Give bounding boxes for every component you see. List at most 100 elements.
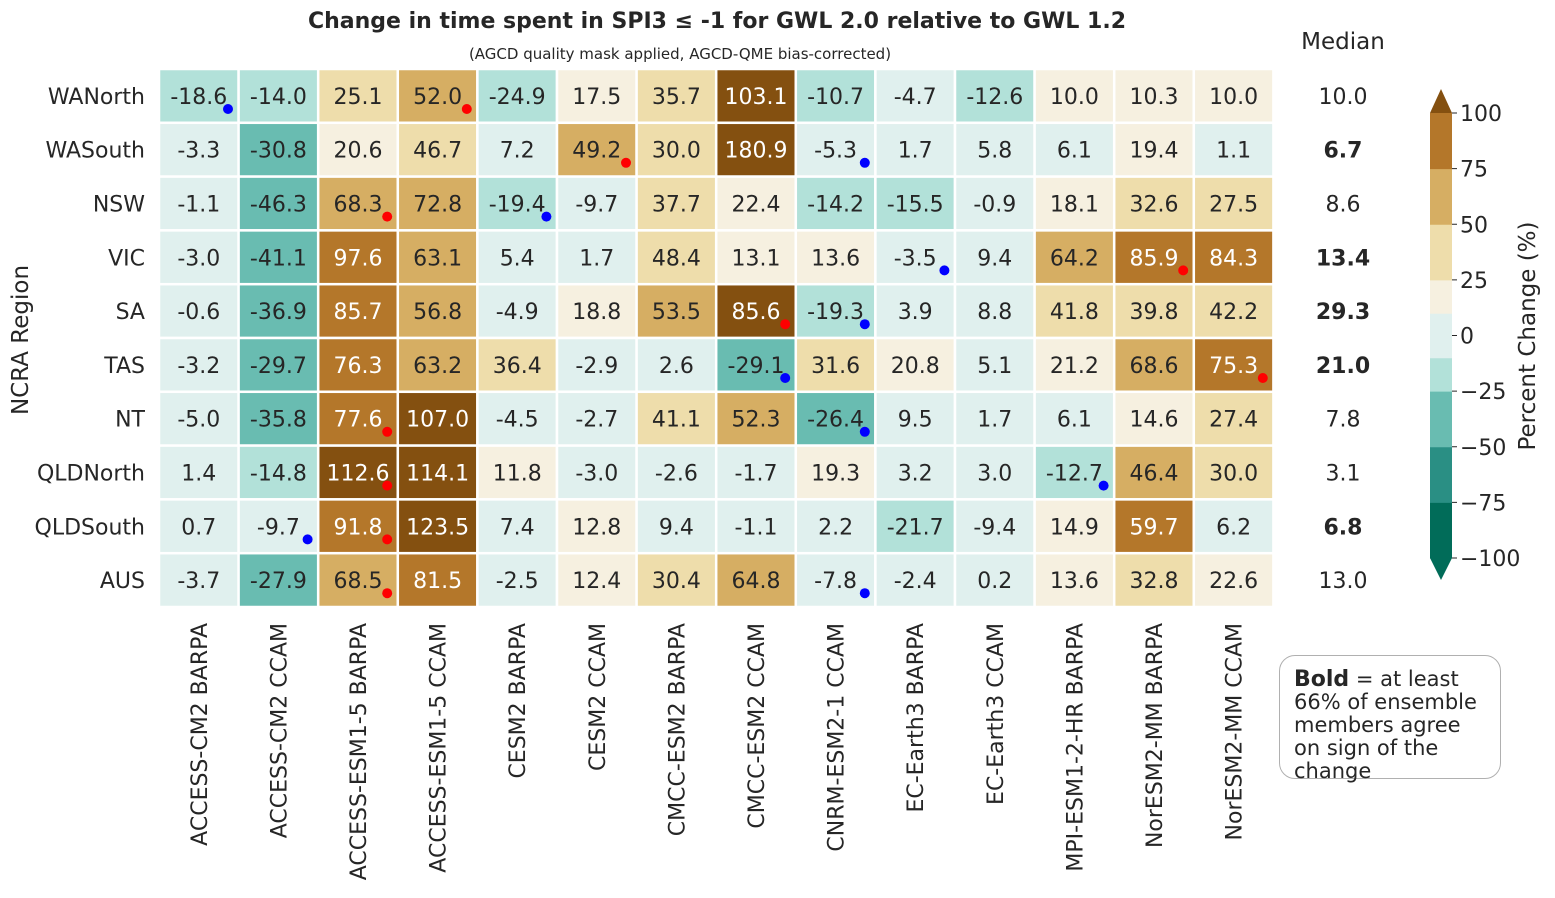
cell-value-label: 20.6 [334, 139, 383, 164]
heatmap-cell [794, 444, 877, 501]
heatmap-cell [794, 121, 877, 178]
cell-value-label: -2.6 [655, 462, 698, 487]
colorbar-tick-label: 50 [1460, 213, 1488, 238]
median-value: 6.8 [1324, 515, 1363, 540]
column-label: ACCESS-CM2 CCAM [267, 623, 292, 838]
cell-value-label: 75.3 [1209, 354, 1258, 379]
cell-value-label: -14.8 [250, 462, 307, 487]
red-marker-dot [1257, 373, 1268, 383]
note-text: = at least 66% of ensemble members agree… [1294, 667, 1477, 783]
cell-value-label: 27.4 [1209, 408, 1258, 433]
heatmap-cell [1112, 67, 1196, 125]
colorbar-tick-label: 75 [1460, 158, 1488, 183]
heatmap-cell [794, 175, 877, 232]
heatmap-cells: -18.6 -14.0 25.1 52.0 -24.9 17.5 35.7 103.1 -10.… [157, 67, 1275, 609]
heatmap-cell [1192, 67, 1275, 125]
cell-value-label: -4.9 [496, 300, 539, 325]
cell-value-label: 6.2 [1216, 515, 1251, 540]
colorbar-segment [1430, 391, 1452, 448]
row-label: WASouth [45, 139, 145, 164]
cell-value-label: 30.0 [652, 139, 701, 164]
cell-value-label: 180.9 [725, 139, 788, 164]
cell-value-label: -9.4 [973, 515, 1016, 540]
cell-value-label: -14.2 [807, 193, 864, 218]
cell-value-label: -5.0 [177, 408, 220, 433]
column-label: ACCESS-CM2 BARPA [188, 623, 213, 846]
colorbar-tick-label: −25 [1460, 380, 1506, 405]
heatmap-cell [396, 67, 479, 125]
cell-value-label: 32.6 [1130, 193, 1179, 218]
heatmap-cell [237, 498, 320, 555]
cell-value-label: 114.1 [406, 462, 469, 487]
cell-value-label: -0.6 [177, 300, 220, 325]
median-values: 10.0 6.7 8.6 13.4 29.3 21.0 7.8 3.1 6.8 13.0 [1316, 85, 1370, 594]
red-marker-dot [780, 319, 791, 330]
heatmap-cell [874, 282, 957, 340]
median-value: 29.3 [1316, 300, 1370, 325]
heatmap-cell [316, 444, 400, 501]
cell-value-label: -41.1 [250, 246, 307, 271]
cell-value-label: 81.5 [413, 569, 462, 594]
cell-value-label: 56.8 [413, 300, 462, 325]
cell-value-label: 42.2 [1209, 300, 1258, 325]
blue-marker-dot [859, 426, 870, 437]
cell-value-label: 25.1 [334, 85, 383, 110]
cell-value-label: -30.8 [250, 139, 307, 164]
cell-value-label: -15.5 [887, 193, 944, 218]
heatmap-cell [874, 175, 957, 232]
heatmap-cell [555, 67, 638, 125]
cell-value-label: 13.6 [811, 246, 860, 271]
heatmap-cell [1192, 498, 1275, 555]
column-label: CMCC-ESM2 CCAM [745, 623, 770, 829]
heatmap-cell [396, 498, 479, 555]
cell-value-label: -36.9 [250, 300, 307, 325]
red-marker-dot [382, 534, 393, 545]
heatmap-cell [396, 444, 479, 501]
column-label: CESM2 CCAM [586, 623, 611, 771]
cell-value-label: -3.5 [894, 246, 937, 271]
cell-value-label: -1.1 [735, 515, 778, 540]
cell-value-label: 17.5 [572, 85, 621, 110]
colorbar-segment [1430, 357, 1452, 392]
cell-value-label: 36.4 [493, 354, 542, 379]
median-value: 10.0 [1319, 85, 1368, 110]
colorbar-segment [1430, 502, 1452, 559]
blue-marker-dot [302, 534, 313, 545]
cell-value-label: -5.3 [814, 139, 857, 164]
colorbar-tick-label: 100 [1460, 102, 1502, 127]
cell-value-label: 12.8 [572, 515, 621, 540]
cell-value-label: 3.0 [977, 462, 1012, 487]
column-label: MPI-ESM1-2-HR BARPA [1063, 623, 1088, 872]
blue-marker-dot [859, 588, 870, 599]
cell-value-label: 6.1 [1057, 408, 1092, 433]
cell-value-label: 8.8 [977, 300, 1012, 325]
heatmap-cell [635, 444, 718, 501]
heatmap-cell [1112, 282, 1196, 340]
cell-value-label: 13.1 [732, 246, 781, 271]
colorbar-tick-label: −75 [1460, 491, 1506, 516]
cell-value-label: 72.8 [413, 193, 462, 218]
row-label: QLDSouth [35, 515, 145, 540]
heatmap-cell [874, 498, 957, 555]
median-value: 6.7 [1324, 139, 1363, 164]
colorbar-segment [1430, 313, 1452, 359]
cell-value-label: 103.1 [725, 85, 788, 110]
cell-value-label: 6.1 [1057, 139, 1092, 164]
cell-value-label: 10.0 [1050, 85, 1099, 110]
heatmap-cell [476, 390, 559, 447]
median-value: 21.0 [1316, 354, 1370, 379]
median-value: 13.0 [1319, 569, 1368, 594]
colorbar-segment [1430, 279, 1452, 314]
heatmap-cell [316, 67, 400, 125]
cell-value-label: 10.3 [1130, 85, 1179, 110]
cell-value-label: 0.7 [181, 515, 216, 540]
cell-value-label: 20.8 [891, 354, 940, 379]
heatmap-cell [1192, 121, 1275, 178]
cell-value-label: 30.4 [652, 569, 701, 594]
red-marker-dot [382, 588, 393, 599]
cell-value-label: -24.9 [489, 85, 546, 110]
chart-title: Change in time spent in SPI3 ≤ -1 for GW… [308, 9, 1126, 34]
cell-value-label: -19.4 [489, 193, 546, 218]
cell-value-label: 52.3 [732, 408, 781, 433]
colorbar-segment [1430, 446, 1452, 503]
